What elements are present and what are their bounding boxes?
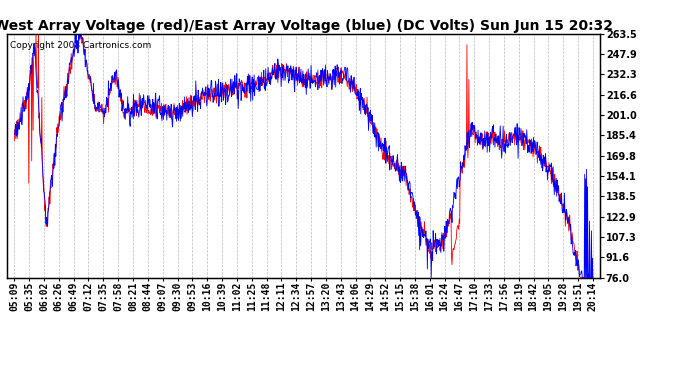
Text: Copyright 2008 Cartronics.com: Copyright 2008 Cartronics.com (10, 41, 151, 50)
Title: West Array Voltage (red)/East Array Voltage (blue) (DC Volts) Sun Jun 15 20:32: West Array Voltage (red)/East Array Volt… (0, 19, 613, 33)
